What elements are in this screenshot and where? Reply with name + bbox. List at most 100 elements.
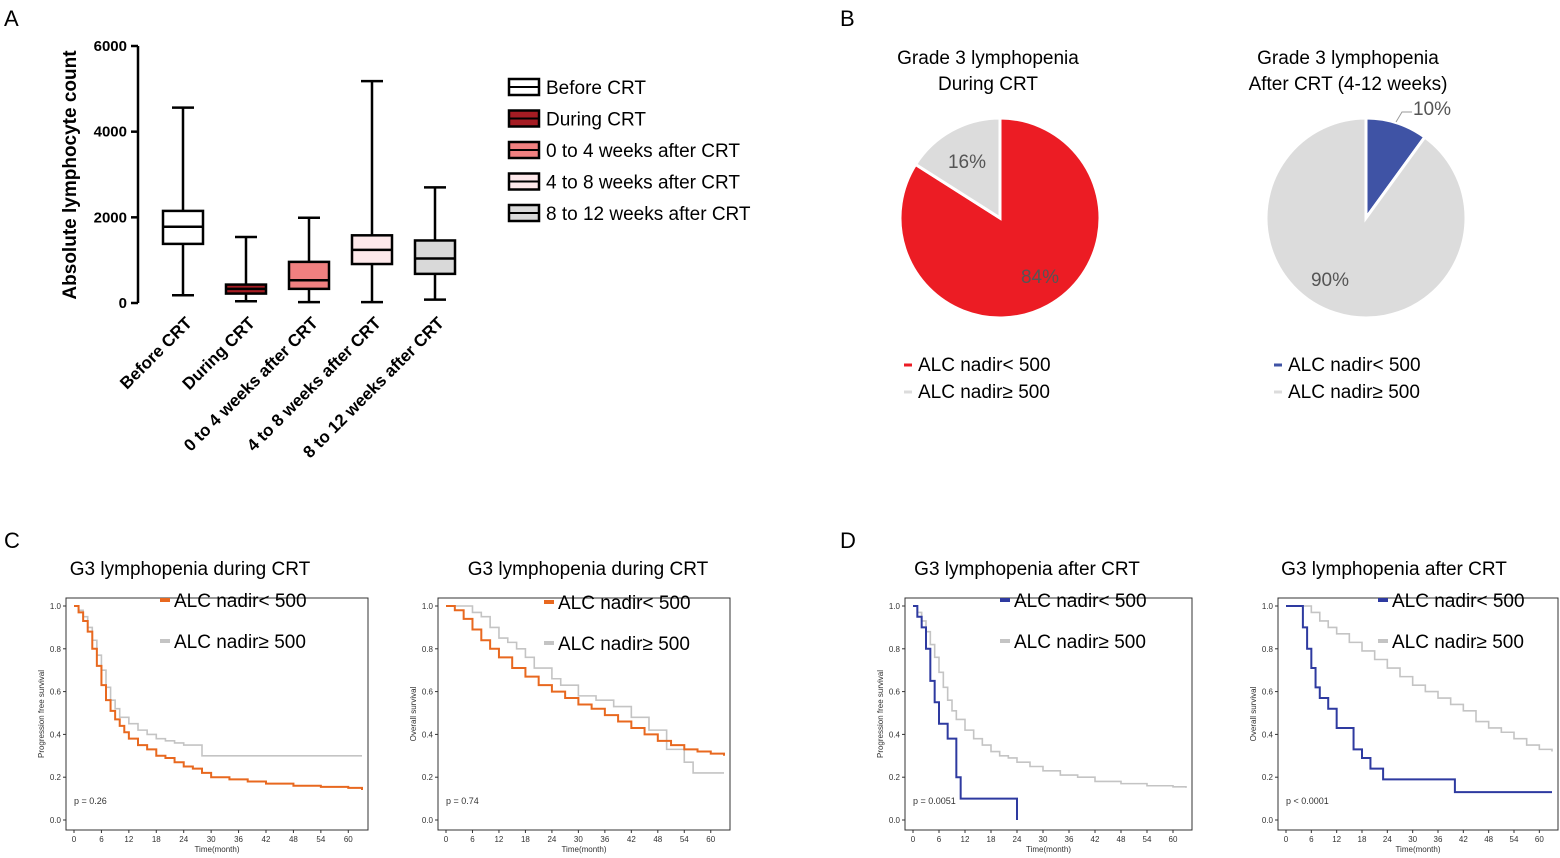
km-xtick-label: 36: [234, 835, 243, 844]
km-title: G3 lymphopenia during CRT: [70, 559, 311, 580]
boxplot-legend-label: Before CRT: [546, 78, 646, 99]
pie-during-crt: Grade 3 lymphopenia During CRT 84% 16% A…: [897, 48, 1102, 403]
km-xtick-label: 48: [653, 835, 662, 844]
km-ytick-label: 0.8: [889, 645, 901, 654]
pie1-label-16: 16%: [948, 152, 986, 173]
km-ytick-label: 0.2: [1262, 773, 1274, 782]
km-xtick-label: 18: [152, 835, 161, 844]
boxplot-legend-label: 0 to 4 weeks after CRT: [546, 141, 740, 162]
boxplot-ylabel: Absolute lymphocyte count: [60, 50, 81, 300]
km-xtick-label: 30: [1039, 835, 1048, 844]
km-plot-C1: G3 lymphopenia during CRT 0.0 0.2 0.4 0.6 0.8…: [37, 559, 369, 854]
km-ytick-label: 0.6: [422, 688, 434, 697]
km-legend-label: ALC nadir< 500: [1392, 591, 1525, 612]
km-xtick-label: 24: [179, 835, 188, 844]
km-ytick-label: 0.6: [50, 688, 62, 697]
km-xtick-label: 54: [1510, 835, 1519, 844]
km-ytick-label: 0.6: [889, 688, 901, 697]
km-plot-D1: G3 lymphopenia after CRT 0.0 0.2 0.4 0.6 0.8 1…: [876, 559, 1193, 854]
km-xtick-label: 6: [1309, 835, 1314, 844]
km-title: G3 lymphopenia after CRT: [914, 559, 1140, 580]
boxplot-ytick-label: 0: [119, 295, 127, 312]
km-frame: [65, 597, 369, 831]
km-ytick-label: 0.2: [422, 773, 434, 782]
km-frame: [904, 597, 1193, 831]
km-xtick-label: 36: [1434, 835, 1443, 844]
pie1-label-84: 84%: [1021, 267, 1059, 288]
box-2: [224, 235, 268, 303]
km-ytick-label: 0.0: [889, 816, 901, 825]
km-ytick-label: 0.4: [1262, 730, 1274, 739]
km-xtick-label: 60: [1169, 835, 1178, 844]
pie-slice-2: [1264, 116, 1468, 320]
boxplot-ytick-label: 2000: [94, 209, 127, 226]
km-ytick-label: 1.0: [50, 602, 62, 611]
boxplot-panel: Absolute lymphocyte count 0200040006000 …: [60, 38, 751, 462]
pie2-legend-ge500: ALC nadir≥ 500: [1288, 382, 1420, 403]
km-ylabel: Progression free survival: [876, 670, 885, 758]
km-xtick-label: 18: [521, 835, 530, 844]
km-xlabel: Time(month): [1026, 845, 1071, 854]
km-ytick-label: 0.8: [1262, 645, 1274, 654]
pie1-title-line1: Grade 3 lymphopenia: [897, 48, 1079, 69]
km-xtick-label: 12: [124, 835, 133, 844]
km-xtick-label: 42: [262, 835, 271, 844]
km-legend-label: ALC nadir≥ 500: [1014, 632, 1146, 653]
km-xtick-label: 0: [444, 835, 449, 844]
km-legend-label: ALC nadir≥ 500: [558, 634, 690, 655]
km-ylabel: Overall survival: [409, 686, 418, 741]
km-xtick-label: 60: [1535, 835, 1544, 844]
km-curve-ge500: [74, 605, 362, 757]
pie2-label-90: 90%: [1311, 270, 1349, 291]
km-xtick-label: 12: [494, 835, 503, 844]
km-xtick-label: 24: [1383, 835, 1392, 844]
boxplot-ytick-label: 4000: [94, 124, 127, 141]
km-pvalue: p = 0.74: [446, 796, 479, 806]
km-curve-lt500: [913, 605, 1018, 820]
km-legend-label: ALC nadir< 500: [1014, 591, 1147, 612]
km-frame: [437, 597, 731, 831]
km-xtick-label: 0: [1284, 835, 1289, 844]
km-frame: [1277, 597, 1559, 831]
panel-letter-c: C: [4, 528, 20, 553]
km-xtick-label: 42: [627, 835, 636, 844]
km-plot-C2: G3 lymphopenia during CRT 0.0 0.2 0.4 0.6 0.8…: [409, 559, 731, 854]
km-ytick-label: 0.0: [1262, 816, 1274, 825]
boxplot-ytick-label: 6000: [94, 38, 127, 55]
km-xtick-label: 42: [1459, 835, 1468, 844]
km-curve-ge500: [1286, 605, 1553, 752]
box-1: [161, 106, 205, 297]
km-ytick-label: 1.0: [1262, 602, 1274, 611]
km-pvalue: p = 0.0051: [913, 796, 956, 806]
km-pvalue: p = 0.26: [74, 796, 107, 806]
km-legend-label: ALC nadir≥ 500: [1392, 632, 1524, 653]
pie-slice-2: [913, 116, 1002, 221]
km-xtick-label: 0: [72, 835, 77, 844]
pie2-label-10: 10%: [1413, 99, 1451, 120]
pie2-legend-lt500: ALC nadir< 500: [1288, 355, 1421, 376]
km-legend-label: ALC nadir< 500: [558, 593, 691, 614]
boxplot-legend-label: During CRT: [546, 110, 646, 131]
km-xtick-label: 36: [600, 835, 609, 844]
km-ytick-label: 0.8: [422, 645, 434, 654]
km-xtick-label: 36: [1065, 835, 1074, 844]
km-ytick-label: 0.4: [50, 730, 62, 739]
km-xtick-label: 48: [289, 835, 298, 844]
km-xtick-label: 48: [1484, 835, 1493, 844]
km-ytick-label: 0.0: [422, 816, 434, 825]
km-ytick-label: 0.2: [50, 773, 62, 782]
km-title: G3 lymphopenia during CRT: [468, 559, 709, 580]
km-title: G3 lymphopenia after CRT: [1281, 559, 1507, 580]
km-ytick-label: 0.4: [889, 730, 901, 739]
boxplot-legend-label: 8 to 12 weeks after CRT: [546, 204, 751, 225]
pie-after-crt: Grade 3 lymphopenia After CRT (4-12 week…: [1249, 48, 1468, 403]
km-curve-lt500: [446, 605, 725, 756]
km-xtick-label: 60: [706, 835, 715, 844]
km-xtick-label: 12: [961, 835, 970, 844]
km-pvalue: p < 0.0001: [1286, 796, 1329, 806]
km-ylabel: Overall survival: [1249, 686, 1258, 741]
km-xtick-label: 30: [1408, 835, 1417, 844]
km-xtick-label: 54: [1143, 835, 1152, 844]
km-xlabel: Time(month): [1395, 845, 1440, 854]
